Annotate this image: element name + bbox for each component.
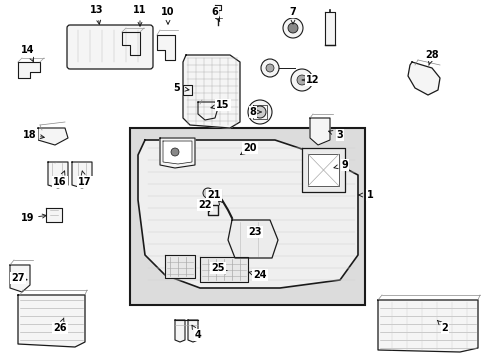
- Polygon shape: [48, 162, 68, 188]
- Text: 27: 27: [11, 273, 25, 283]
- Text: 7: 7: [289, 7, 296, 17]
- Polygon shape: [138, 140, 357, 288]
- Text: 4: 4: [194, 330, 201, 340]
- Text: 6: 6: [211, 7, 218, 17]
- Circle shape: [290, 69, 312, 91]
- Polygon shape: [122, 32, 140, 55]
- Text: 26: 26: [53, 323, 67, 333]
- Bar: [130, 128, 364, 305]
- Polygon shape: [183, 85, 192, 95]
- Text: 16: 16: [53, 177, 67, 187]
- Polygon shape: [38, 128, 68, 145]
- Polygon shape: [215, 5, 221, 9]
- Polygon shape: [72, 162, 92, 188]
- Circle shape: [287, 23, 297, 33]
- Text: 19: 19: [21, 213, 35, 223]
- Text: 11: 11: [133, 5, 146, 15]
- Polygon shape: [200, 257, 247, 282]
- Polygon shape: [157, 35, 175, 60]
- Text: 15: 15: [216, 100, 229, 110]
- Text: 18: 18: [23, 130, 37, 140]
- Polygon shape: [407, 62, 439, 95]
- Polygon shape: [160, 138, 195, 168]
- Polygon shape: [18, 62, 40, 78]
- Polygon shape: [215, 190, 221, 198]
- Polygon shape: [187, 320, 198, 342]
- Circle shape: [203, 188, 213, 198]
- Text: 28: 28: [425, 50, 438, 60]
- Circle shape: [171, 148, 179, 156]
- Text: 20: 20: [243, 143, 256, 153]
- Polygon shape: [325, 12, 334, 45]
- Circle shape: [247, 100, 271, 124]
- Text: 25: 25: [211, 263, 224, 273]
- Text: 17: 17: [78, 177, 92, 187]
- Circle shape: [265, 64, 273, 72]
- Polygon shape: [377, 300, 477, 352]
- Polygon shape: [198, 102, 218, 120]
- Text: 1: 1: [366, 190, 373, 200]
- Text: 9: 9: [341, 160, 347, 170]
- Polygon shape: [302, 148, 345, 192]
- Polygon shape: [183, 55, 240, 128]
- Polygon shape: [309, 118, 329, 145]
- Text: 23: 23: [248, 227, 261, 237]
- Polygon shape: [164, 255, 195, 278]
- Polygon shape: [163, 141, 192, 164]
- Circle shape: [261, 59, 279, 77]
- Text: 8: 8: [249, 107, 256, 117]
- Text: 21: 21: [207, 190, 220, 200]
- Polygon shape: [227, 220, 278, 258]
- Text: 3: 3: [336, 130, 343, 140]
- Text: 22: 22: [198, 200, 211, 210]
- Polygon shape: [10, 265, 30, 292]
- Circle shape: [283, 18, 303, 38]
- Text: 14: 14: [21, 45, 35, 55]
- Polygon shape: [46, 208, 62, 222]
- Text: 2: 2: [441, 323, 447, 333]
- Text: 24: 24: [253, 270, 266, 280]
- Text: 13: 13: [90, 5, 103, 15]
- Circle shape: [253, 106, 265, 118]
- Circle shape: [296, 75, 306, 85]
- Polygon shape: [175, 320, 184, 342]
- Text: 10: 10: [161, 7, 174, 17]
- Polygon shape: [18, 295, 85, 347]
- Polygon shape: [307, 154, 338, 186]
- FancyBboxPatch shape: [67, 25, 153, 69]
- Text: 12: 12: [305, 75, 319, 85]
- Text: 5: 5: [173, 83, 180, 93]
